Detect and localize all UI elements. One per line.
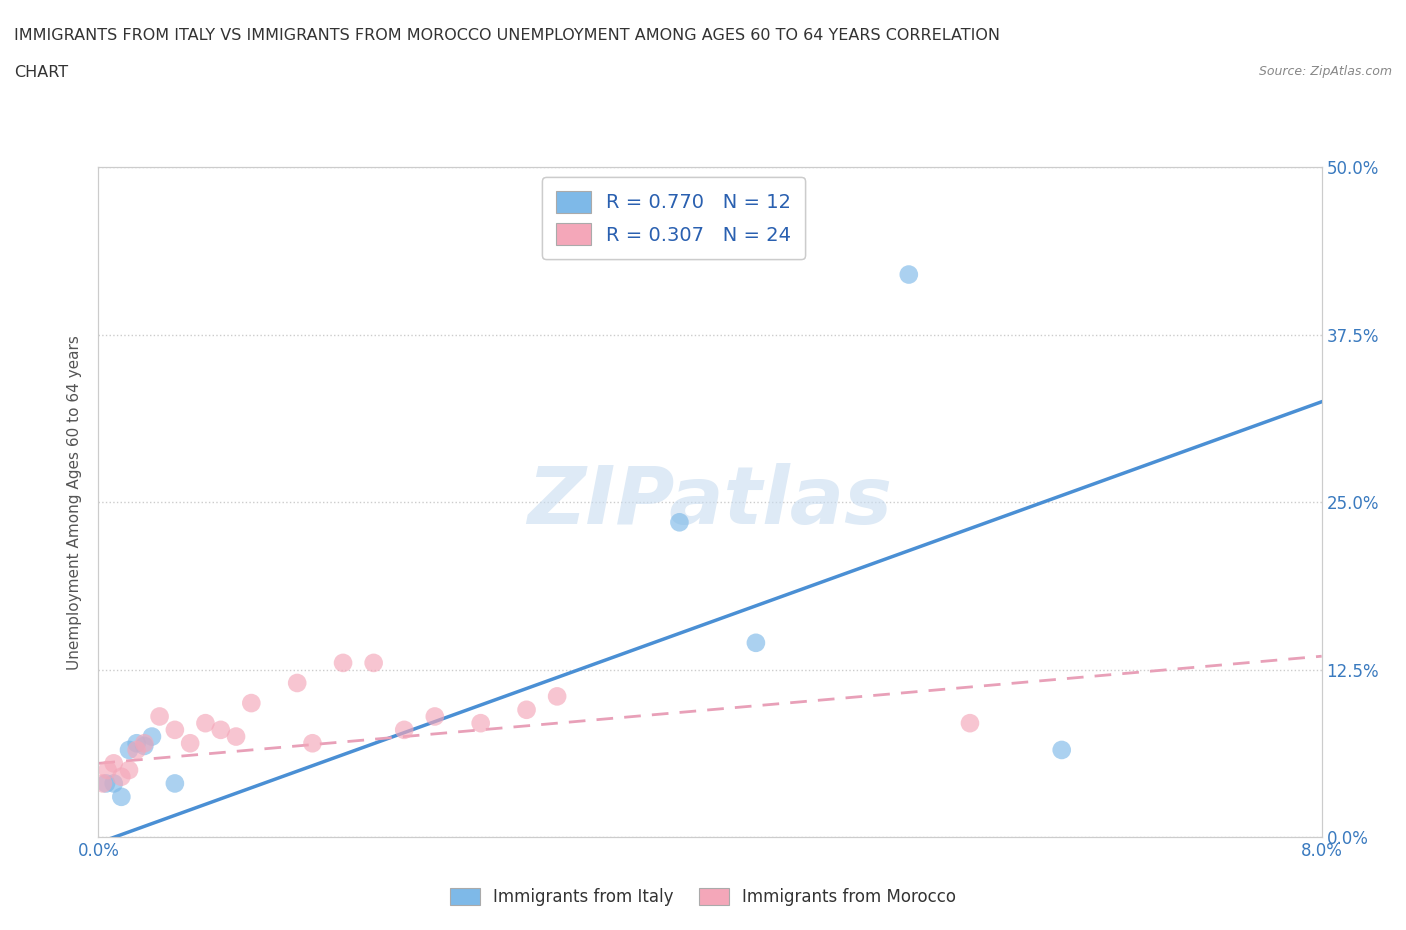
Point xyxy=(118,763,141,777)
Point xyxy=(363,656,385,671)
Point xyxy=(240,696,263,711)
Point xyxy=(110,769,132,784)
Point xyxy=(225,729,247,744)
Point xyxy=(179,736,201,751)
Point xyxy=(285,675,308,690)
Point xyxy=(959,716,981,731)
Point xyxy=(470,716,492,731)
Point xyxy=(125,736,148,751)
Point xyxy=(745,635,768,650)
Point xyxy=(897,267,920,282)
Point xyxy=(134,736,156,751)
Point xyxy=(149,709,172,724)
Point xyxy=(392,723,416,737)
Text: CHART: CHART xyxy=(14,65,67,80)
Y-axis label: Unemployment Among Ages 60 to 64 years: Unemployment Among Ages 60 to 64 years xyxy=(67,335,83,670)
Point xyxy=(103,776,125,790)
Point xyxy=(301,736,323,751)
Point xyxy=(163,723,186,737)
Point xyxy=(125,742,148,757)
Legend: Immigrants from Italy, Immigrants from Morocco: Immigrants from Italy, Immigrants from M… xyxy=(443,881,963,912)
Point xyxy=(1050,742,1073,757)
Point xyxy=(194,716,217,731)
Text: Source: ZipAtlas.com: Source: ZipAtlas.com xyxy=(1258,65,1392,78)
Point xyxy=(516,702,538,717)
Point xyxy=(134,738,156,753)
Point xyxy=(91,776,114,790)
Point xyxy=(97,763,120,777)
Legend: R = 0.770   N = 12, R = 0.307   N = 24: R = 0.770 N = 12, R = 0.307 N = 24 xyxy=(541,177,804,259)
Point xyxy=(423,709,446,724)
Point xyxy=(332,656,354,671)
Text: IMMIGRANTS FROM ITALY VS IMMIGRANTS FROM MOROCCO UNEMPLOYMENT AMONG AGES 60 TO 6: IMMIGRANTS FROM ITALY VS IMMIGRANTS FROM… xyxy=(14,28,1000,43)
Point xyxy=(141,729,163,744)
Point xyxy=(209,723,232,737)
Point xyxy=(110,790,132,804)
Point xyxy=(94,776,117,790)
Point xyxy=(546,689,568,704)
Point xyxy=(668,515,690,530)
Point xyxy=(163,776,186,790)
Point xyxy=(118,742,141,757)
Text: ZIPatlas: ZIPatlas xyxy=(527,463,893,541)
Point xyxy=(103,756,125,771)
